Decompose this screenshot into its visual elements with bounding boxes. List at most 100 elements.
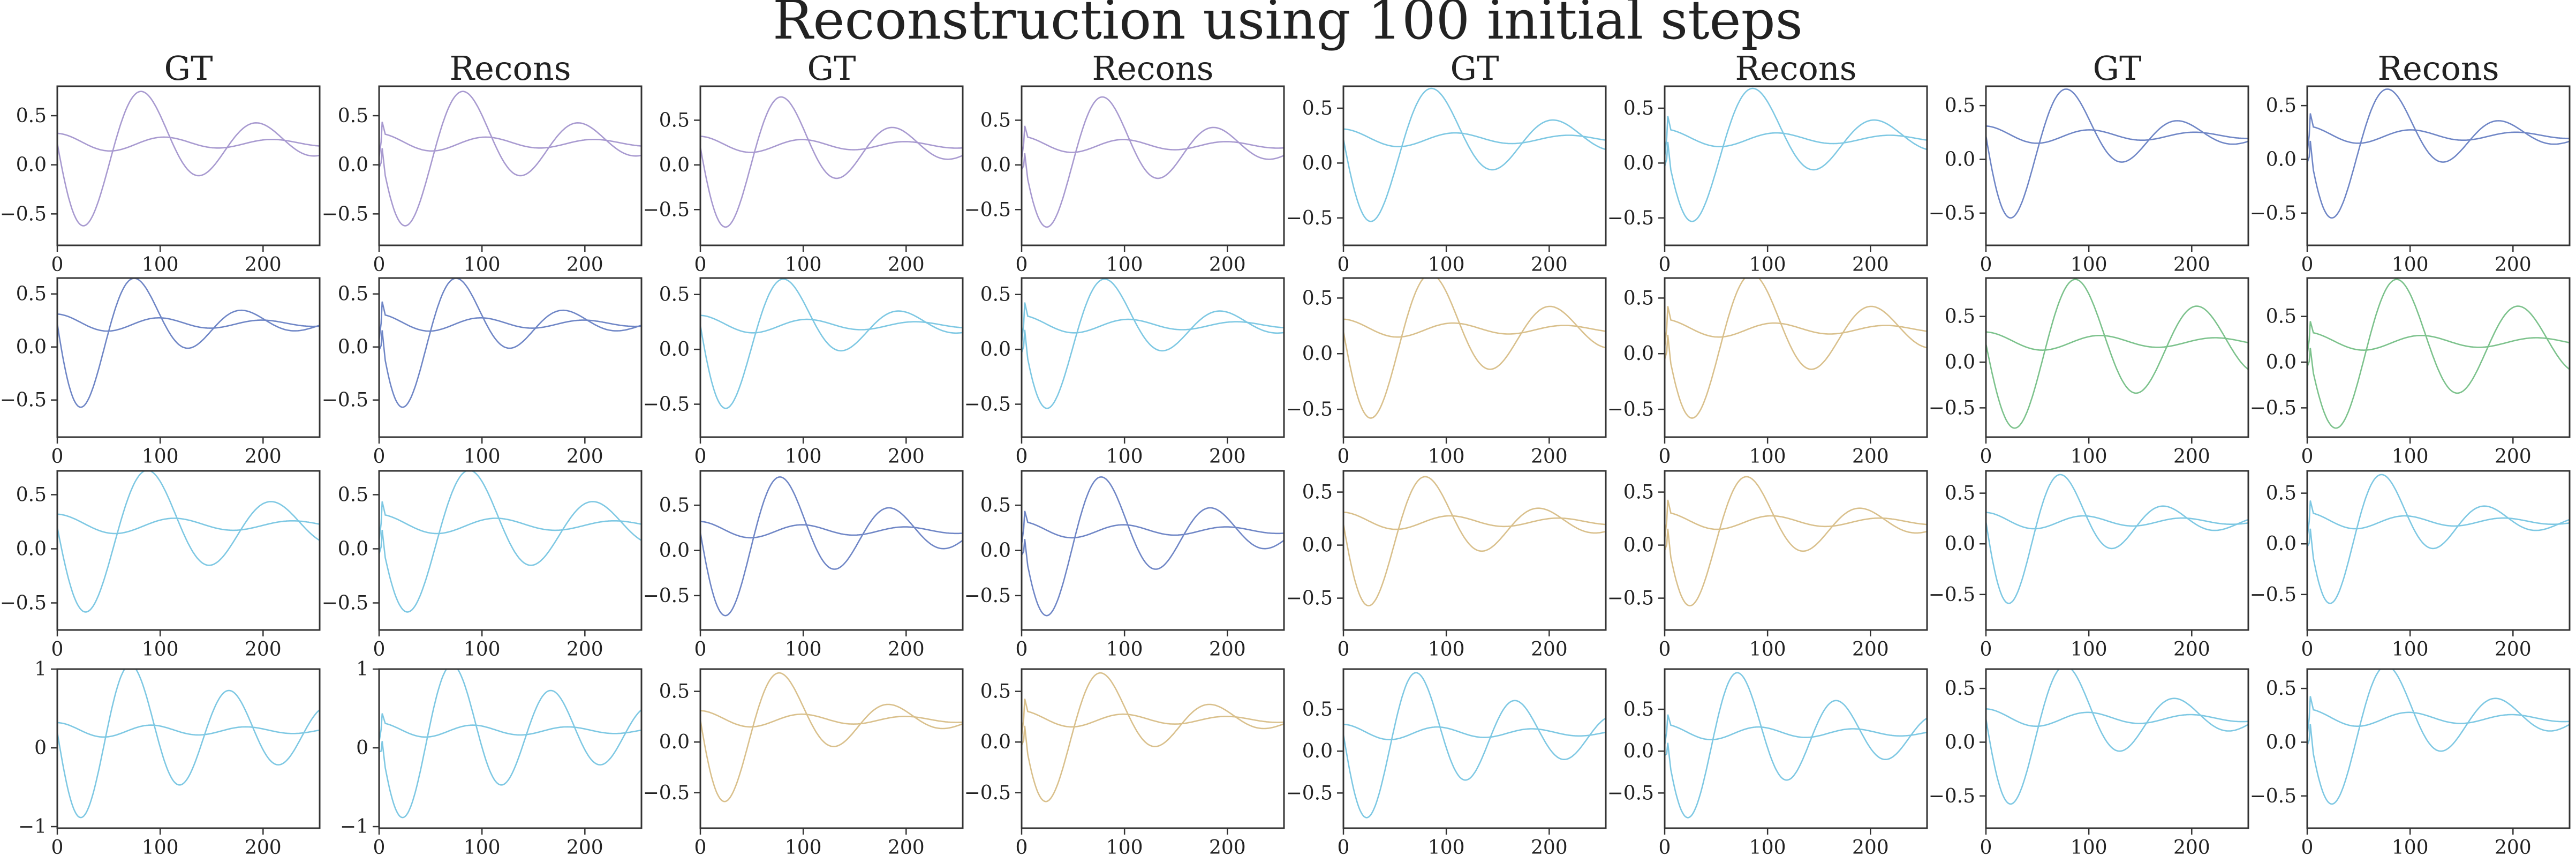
x-tick-label: 200	[245, 639, 282, 661]
x-tick-label: 100	[785, 254, 822, 276]
series-group	[1022, 96, 1284, 228]
series-line-small	[1665, 116, 1927, 157]
x-tick-label: 100	[1749, 254, 1786, 276]
panel-r2-c5: 0 100 200 −0.5 0.0 0.5	[1607, 470, 1928, 661]
series-line-small	[57, 722, 320, 738]
panel-r1-c5: 0 100 200 −0.5 0.0 0.5	[1607, 277, 1928, 468]
panel-title: GT	[2093, 49, 2142, 88]
x-tick-label: 0	[373, 639, 386, 661]
y-tick-label: −0.5	[1929, 397, 1975, 419]
y-tick-label: 0.5	[1623, 97, 1654, 119]
y-tick-label: 0.5	[338, 105, 368, 127]
y-tick-label: 0.5	[980, 284, 1011, 306]
y-tick-label: −0.5	[964, 199, 1011, 221]
series-group	[379, 278, 641, 408]
y-tick-label: −0.5	[322, 389, 368, 411]
x-tick-label: 0	[1338, 837, 1350, 859]
x-tick-label: 200	[1852, 639, 1889, 661]
panel-r0-c2: GT 0 100 200 −0.5 0.0 0.5	[643, 49, 964, 276]
y-tick-label: −0.5	[643, 585, 690, 607]
series-group	[1343, 476, 1606, 607]
panel-title: GT	[807, 49, 856, 88]
series-line-small	[2307, 321, 2570, 355]
series-line-large	[1022, 278, 1284, 409]
y-tick-label: 0.5	[659, 681, 690, 703]
series-line-small	[1343, 723, 1606, 740]
y-tick-label: 0.0	[1302, 740, 1333, 762]
axes-frame	[699, 85, 964, 246]
axes-frame	[699, 277, 964, 438]
x-tick-label: 100	[1428, 639, 1465, 661]
y-tick-label: −0.5	[643, 394, 690, 416]
y-tick-label: −0.5	[1607, 782, 1654, 804]
series-group	[2307, 279, 2570, 429]
y-tick-label: −0.5	[322, 203, 368, 225]
y-tick-label: −0.5	[2250, 584, 2297, 606]
y-tick-label: 0	[34, 737, 47, 759]
series-line-large	[1343, 672, 1606, 819]
series-line-large	[2307, 669, 2570, 805]
y-tick-label: 0.5	[16, 105, 47, 127]
axes-frame	[378, 470, 643, 631]
series-group	[379, 669, 641, 819]
series-line-large	[2307, 474, 2570, 604]
y-tick-label: −0.5	[2250, 785, 2297, 807]
y-tick-label: 0.5	[2266, 95, 2297, 117]
series-line-small	[1986, 512, 2248, 530]
series-line-small	[1343, 511, 1606, 530]
x-tick-label: 0	[1980, 837, 1992, 859]
y-tick-label: 0.0	[659, 154, 690, 176]
panel-r1-c2: 0 100 200 −0.5 0.0 0.5	[643, 277, 964, 468]
series-line-large	[1986, 669, 2248, 805]
axes-frame	[378, 277, 643, 438]
y-tick-label: 0.0	[1623, 535, 1654, 557]
y-tick-label: 0.0	[659, 540, 690, 562]
x-tick-label: 100	[142, 639, 179, 661]
x-tick-label: 0	[694, 446, 707, 468]
y-tick-label: 1	[34, 658, 47, 680]
y-tick-label: 0.0	[2266, 731, 2297, 753]
y-tick-label: 0.5	[980, 681, 1011, 703]
panel-title: Recons	[1735, 49, 1856, 88]
y-tick-label: −1	[18, 816, 47, 838]
series-line-large	[57, 669, 320, 819]
series-line-small	[57, 513, 320, 535]
y-tick-label: 0.0	[1302, 343, 1333, 365]
axes-frame	[1985, 85, 2249, 246]
x-tick-label: 100	[1428, 837, 1465, 859]
series-group	[57, 471, 320, 613]
y-tick-label: 0.0	[1302, 535, 1333, 557]
series-line-large	[1022, 672, 1284, 802]
series-line-small	[379, 501, 641, 542]
series-line-small	[1665, 499, 1927, 539]
y-tick-label: 0.0	[16, 538, 47, 560]
series-line-small	[1665, 714, 1927, 746]
panel-r0-c4: GT 0 100 200 −0.5 0.0 0.5	[1286, 49, 1607, 276]
y-tick-label: −0.5	[0, 203, 47, 225]
series-line-small	[1022, 125, 1284, 159]
y-tick-label: 0.0	[980, 540, 1011, 562]
panel-r1-c0: 0 100 200 −0.5 0.0 0.5	[0, 277, 321, 468]
y-tick-label: 0.5	[980, 109, 1011, 131]
y-tick-label: 0.0	[338, 538, 368, 560]
y-tick-label: −0.5	[643, 199, 690, 221]
series-line-large	[700, 672, 963, 802]
axes-frame	[2306, 470, 2571, 631]
x-tick-label: 0	[51, 639, 64, 661]
x-tick-label: 100	[785, 446, 822, 468]
x-tick-label: 100	[2392, 446, 2429, 468]
series-line-small	[2307, 500, 2570, 538]
axes-frame	[56, 470, 321, 631]
panel-r2-c3: 0 100 200 −0.5 0.0 0.5	[964, 470, 1285, 661]
series-group	[2307, 474, 2570, 604]
series-group	[2307, 88, 2570, 219]
x-tick-label: 100	[1106, 446, 1143, 468]
x-tick-label: 100	[1106, 837, 1143, 859]
series-group	[2307, 669, 2570, 805]
x-tick-label: 0	[694, 837, 707, 859]
x-tick-label: 0	[1016, 446, 1028, 468]
series-line-large	[379, 91, 641, 227]
series-line-small	[700, 521, 963, 539]
y-tick-label: 0.5	[1302, 287, 1333, 309]
series-group	[57, 669, 320, 819]
